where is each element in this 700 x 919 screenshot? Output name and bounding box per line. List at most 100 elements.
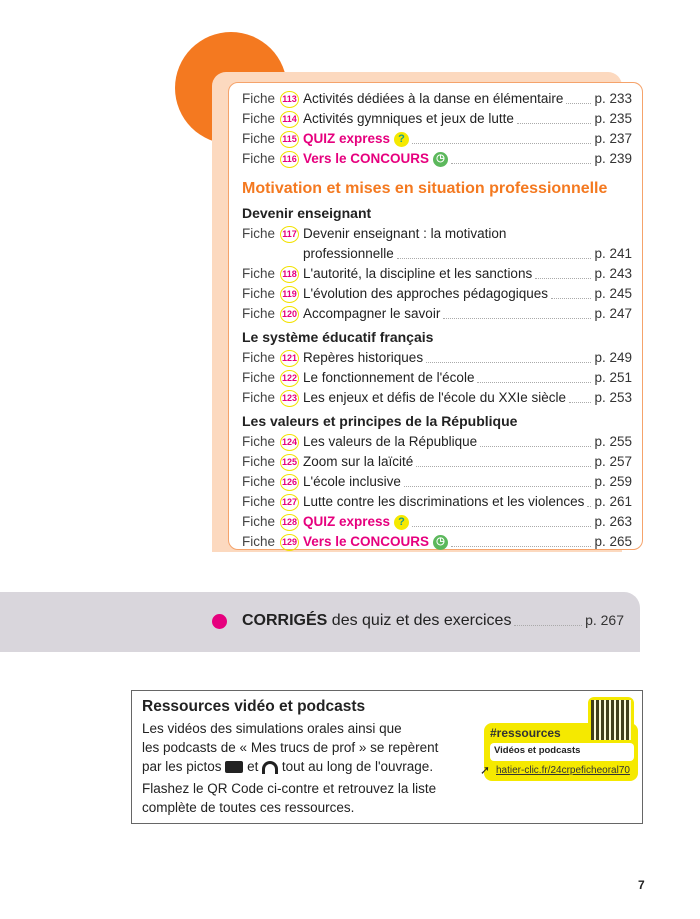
resources-text-part: et xyxy=(247,759,259,774)
entry-title-cont: professionnelle xyxy=(303,246,394,261)
resources-link[interactable]: hatier-clic.fr/24crpeficheoral70 xyxy=(496,765,630,776)
toc-entry[interactable]: Fiche 118 L'autorité, la discipline et les… xyxy=(242,264,632,284)
entry-title: Accompagner le savoir xyxy=(303,306,441,321)
fiche-number: 124 xyxy=(280,433,299,451)
fiche-number: 118 xyxy=(280,265,299,283)
leader-dots xyxy=(443,317,592,319)
resources-text: par les pictos et tout au long de l'ouvr… xyxy=(142,757,477,776)
leader-dots xyxy=(514,624,583,626)
fiche-number: 129 xyxy=(280,533,299,551)
leader-dots xyxy=(403,485,592,487)
corriges-entry[interactable]: CORRIGÉS des quiz et des exercices p. 26… xyxy=(212,612,624,630)
entry-title: Vers le CONCOURS xyxy=(303,151,430,166)
entry-page: p. 235 xyxy=(594,111,632,126)
leader-dots xyxy=(566,102,592,104)
leader-dots xyxy=(569,401,592,403)
toc-entry[interactable]: Fiche 119 L'évolution des approches pédago… xyxy=(242,284,632,304)
toc-entry[interactable]: Fiche 125 Zoom sur la laïcité p. 257 xyxy=(242,452,632,472)
quiz-icon: ? xyxy=(394,514,410,530)
entry-title: L'autorité, la discipline et les sanctio… xyxy=(303,266,533,281)
fiche-label: Fiche xyxy=(242,286,276,301)
entry-title: L'évolution des approches pédagogiques xyxy=(303,286,549,301)
corriges-page: p. 267 xyxy=(585,612,624,628)
fiche-label: Fiche xyxy=(242,474,276,489)
fiche-label: Fiche xyxy=(242,306,276,321)
toc-entry[interactable]: Fiche 116 Vers le CONCOURS ◷ p. 239 xyxy=(242,149,632,169)
entry-title: Les enjeux et défis de l'école du XXIe s… xyxy=(303,390,566,405)
leader-dots xyxy=(551,297,592,299)
entry-page: p. 233 xyxy=(594,91,632,106)
qr-code[interactable] xyxy=(588,697,634,743)
toc-entry[interactable]: Fiche 115 QUIZ express? p. 237 xyxy=(242,129,632,149)
fiche-number: 121 xyxy=(280,349,299,367)
resources-tag: #ressources Vidéos et podcasts ➚ hatier-… xyxy=(476,697,638,781)
toc-entry[interactable]: Fiche 124 Les valeurs de la République p. 2… xyxy=(242,432,632,452)
fiche-label: Fiche xyxy=(242,370,276,385)
toc-entry[interactable]: Fiche 113 Activités dédiées à la danse en … xyxy=(242,89,632,109)
leader-dots xyxy=(587,505,592,507)
corriges-text: des quiz et des exercices xyxy=(327,612,512,629)
fiche-number: 128 xyxy=(280,513,299,531)
entry-page: p. 245 xyxy=(594,286,632,301)
clock-icon: ◷ xyxy=(433,534,449,550)
tag-subtitle: Vidéos et podcasts xyxy=(490,743,634,761)
toc-entry[interactable]: Fiche 129 Vers le CONCOURS ◷ p. 265 xyxy=(242,532,632,552)
section-title: Motivation et mises en situation profess… xyxy=(242,180,608,197)
page-number: 7 xyxy=(638,878,645,892)
toc-entry[interactable]: Fiche 126 L'école inclusive p. 259 xyxy=(242,472,632,492)
arrow-icon: ➚ xyxy=(480,763,491,777)
entry-page: p. 253 xyxy=(594,390,632,405)
entry-page: p. 265 xyxy=(594,534,632,549)
fiche-label: Fiche xyxy=(242,390,276,405)
tag-label: #ressources xyxy=(490,726,561,740)
leader-dots xyxy=(412,525,592,527)
leader-dots xyxy=(535,277,592,279)
entry-title: Lutte contre les discriminations et les … xyxy=(303,494,585,509)
toc-entry[interactable]: Fiche 127 Lutte contre les discriminations… xyxy=(242,492,632,512)
entry-page: p. 251 xyxy=(594,370,632,385)
entry-title: Vers le CONCOURS xyxy=(303,534,430,549)
resources-text: Les vidéos des simulations orales ainsi … xyxy=(142,721,402,736)
group-title: Le système éducatif français xyxy=(242,329,434,345)
fiche-number: 114 xyxy=(280,110,299,128)
fiche-label: Fiche xyxy=(242,266,276,281)
entry-page: p. 249 xyxy=(594,350,632,365)
leader-dots xyxy=(396,257,592,259)
fiche-label: Fiche xyxy=(242,434,276,449)
toc-entry[interactable]: Fiche 123 Les enjeux et défis de l'école d… xyxy=(242,388,632,408)
entry-title: Zoom sur la laïcité xyxy=(303,454,414,469)
resources-text: Flashez le QR Code ci-contre et retrouve… xyxy=(142,781,437,796)
toc-entry[interactable]: Fiche 120 Accompagner le savoir p. 247 xyxy=(242,304,632,324)
entry-title: Repères historiques xyxy=(303,350,424,365)
fiche-label: Fiche xyxy=(242,91,276,106)
fiche-number: 125 xyxy=(280,453,299,471)
bullet-icon xyxy=(212,613,227,629)
resources-text-part: par les pictos xyxy=(142,759,222,774)
fiche-number: 116 xyxy=(280,150,299,168)
entry-title: L'école inclusive xyxy=(303,474,401,489)
toc-entry[interactable]: Fiche 117 Devenir enseignant : la motivati… xyxy=(242,224,632,244)
leader-dots xyxy=(516,122,592,124)
headphones-icon xyxy=(262,760,279,774)
entry-page: p. 237 xyxy=(594,131,632,146)
leader-dots xyxy=(451,545,592,547)
resources-text: complète de toutes ces ressources. xyxy=(142,800,355,815)
entry-page: p. 241 xyxy=(594,246,632,261)
entry-title: Activités dédiées à la danse en élémenta… xyxy=(303,91,564,106)
toc-entry[interactable]: Fiche 114 Activités gymniques et jeux de l… xyxy=(242,109,632,129)
leader-dots xyxy=(412,142,592,144)
fiche-label: Fiche xyxy=(242,494,276,509)
toc-entry[interactable]: Fiche 121 Repères historiques p. 249 xyxy=(242,348,632,368)
entry-page: p. 263 xyxy=(594,514,632,529)
clock-icon: ◷ xyxy=(433,151,449,167)
group-title: Devenir enseignant xyxy=(242,205,372,221)
resources-title: Ressources vidéo et podcasts xyxy=(142,698,366,715)
fiche-number: 123 xyxy=(280,389,299,407)
resources-box: Ressources vidéo et podcasts Les vidéos … xyxy=(131,690,643,824)
toc-entry[interactable]: Fiche 128 QUIZ express? p. 263 xyxy=(242,512,632,532)
resources-text: les podcasts de « Mes trucs de prof » se… xyxy=(142,740,439,755)
entry-page: p. 255 xyxy=(594,434,632,449)
toc-entry[interactable]: Fiche 122 Le fonctionnement de l'école p. 2… xyxy=(242,368,632,388)
leader-dots xyxy=(426,361,592,363)
entry-page: p. 247 xyxy=(594,306,632,321)
